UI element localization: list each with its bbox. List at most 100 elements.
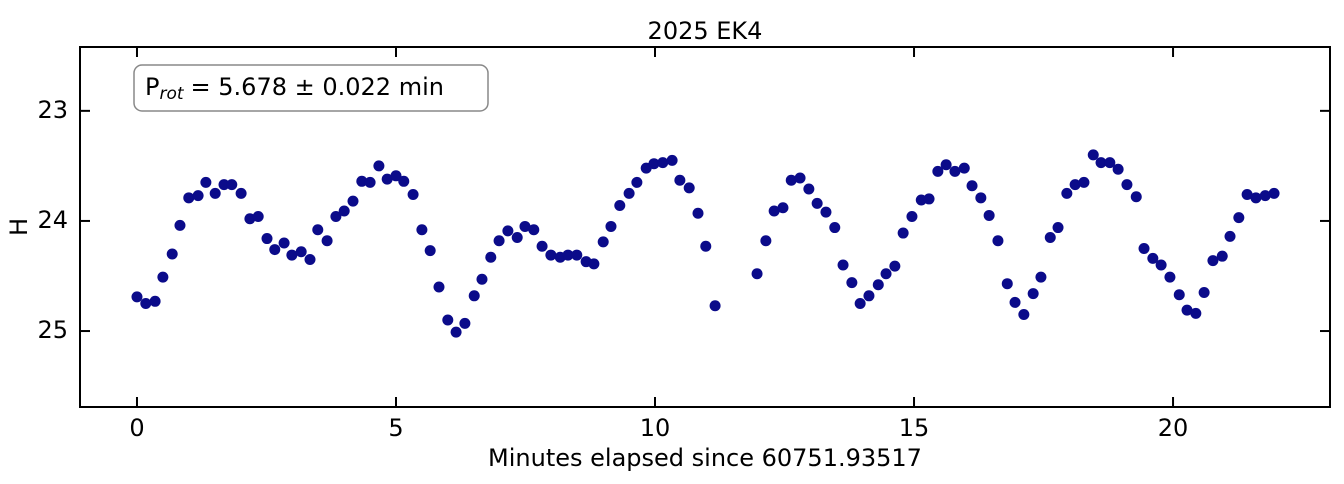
data-point <box>923 193 935 205</box>
data-point <box>149 295 161 307</box>
x-tick-label: 10 <box>640 414 671 442</box>
data-point <box>906 211 918 223</box>
data-point <box>174 219 186 231</box>
data-point <box>261 233 273 245</box>
data-point <box>777 202 789 214</box>
plot-frame <box>79 46 1331 408</box>
data-point <box>1027 288 1039 300</box>
data-point <box>502 225 514 237</box>
data-point <box>1035 271 1047 283</box>
data-point <box>975 192 987 204</box>
data-point <box>897 227 909 239</box>
data-point <box>485 251 497 263</box>
data-point <box>1155 259 1167 271</box>
y-tick-label: 24 <box>37 206 68 234</box>
annotation-text: = 5.678 ± 0.022 min <box>191 73 444 101</box>
data-point <box>1207 255 1219 267</box>
x-axis-label: Minutes elapsed since 60751.93517 <box>488 444 922 472</box>
data-point <box>226 179 238 191</box>
data-point <box>511 231 523 243</box>
data-point <box>872 279 884 291</box>
data-point <box>863 290 875 302</box>
data-point <box>751 268 763 280</box>
data-point <box>674 174 686 186</box>
data-point <box>700 240 712 252</box>
data-point <box>1224 230 1236 242</box>
data-point <box>940 159 952 171</box>
data-point <box>536 240 548 252</box>
data-point <box>1069 179 1081 191</box>
data-point <box>949 165 961 177</box>
data-point <box>1164 271 1176 283</box>
data-point <box>295 246 307 258</box>
data-point <box>1104 157 1116 169</box>
data-point <box>648 158 660 170</box>
data-point <box>837 259 849 271</box>
data-point <box>373 160 385 172</box>
data-point <box>166 248 178 260</box>
data-point <box>1018 309 1030 321</box>
data-point <box>528 224 540 236</box>
annotation: Prot = 5.678 ± 0.022 min <box>145 73 444 104</box>
data-point <box>183 192 195 204</box>
data-point <box>880 268 892 280</box>
data-point <box>1009 296 1021 308</box>
data-point <box>1087 149 1099 161</box>
data-point <box>1268 187 1280 199</box>
data-point <box>794 172 806 184</box>
data-point <box>468 290 480 302</box>
data-point <box>364 176 376 188</box>
data-point <box>1216 250 1228 262</box>
data-point <box>966 180 978 192</box>
y-axis-label: H <box>5 218 33 236</box>
x-tick-label: 15 <box>899 414 930 442</box>
data-point <box>252 211 264 223</box>
data-point <box>605 220 617 232</box>
data-point <box>785 174 797 186</box>
y-tick-label: 23 <box>37 96 68 124</box>
data-point <box>476 273 488 285</box>
data-point <box>992 235 1004 247</box>
x-tick-label: 5 <box>388 414 403 442</box>
data-point <box>1052 222 1064 234</box>
data-point <box>709 300 721 312</box>
data-point <box>571 249 583 261</box>
data-point <box>657 157 669 169</box>
data-point <box>562 249 574 261</box>
data-point <box>356 175 368 187</box>
data-point <box>347 195 359 207</box>
data-point <box>1173 289 1185 301</box>
data-point <box>1121 179 1133 191</box>
data-point <box>820 206 832 218</box>
data-point <box>244 213 256 225</box>
data-point <box>416 224 428 236</box>
data-point <box>330 211 342 223</box>
data-point <box>1130 191 1142 203</box>
data-point <box>338 205 350 217</box>
data-point <box>286 249 298 261</box>
data-point <box>683 182 695 194</box>
data-point <box>623 187 635 199</box>
data-point <box>381 173 393 185</box>
data-point <box>140 298 152 310</box>
data-point <box>459 317 471 329</box>
data-point <box>493 235 505 247</box>
data-point <box>192 190 204 202</box>
data-point <box>1147 252 1159 264</box>
data-point <box>218 179 230 191</box>
data-point <box>1001 278 1013 290</box>
data-point <box>407 189 419 201</box>
data-point <box>312 224 324 236</box>
data-point <box>1198 287 1210 299</box>
data-point <box>304 253 316 265</box>
data-point <box>545 249 557 261</box>
data-point <box>131 291 143 303</box>
data-point <box>846 277 858 289</box>
data-point <box>1044 231 1056 243</box>
y-tick-label: 25 <box>37 316 68 344</box>
data-point <box>1112 163 1124 175</box>
data-point <box>1250 192 1262 204</box>
data-point <box>390 170 402 182</box>
data-point <box>442 314 454 326</box>
data-point <box>209 187 221 199</box>
